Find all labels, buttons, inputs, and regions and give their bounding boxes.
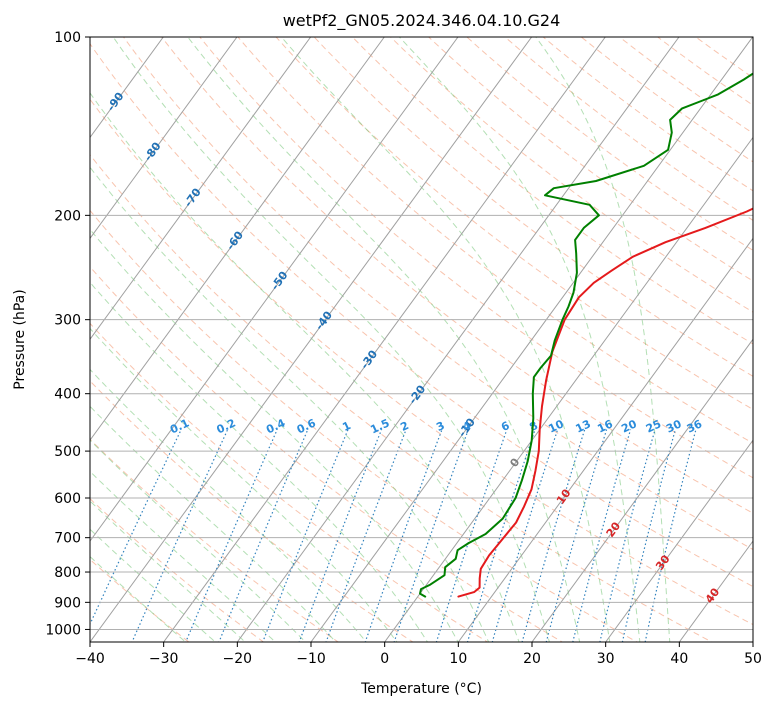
moist-adiabat-line xyxy=(281,37,611,642)
mixing-ratio-line xyxy=(364,429,443,642)
y-axis-label: Pressure (hPa) xyxy=(12,289,28,389)
y-tick-label: 700 xyxy=(54,531,81,547)
moist-adiabat-line xyxy=(90,405,337,642)
isotherm-line xyxy=(90,37,312,341)
dry-adiabat-line xyxy=(90,153,713,642)
moist-adiabat-line xyxy=(90,555,187,642)
x-tick-label: −40 xyxy=(75,651,105,667)
y-tick-label: 300 xyxy=(54,313,81,329)
x-tick-label: −10 xyxy=(296,651,326,667)
y-tick-label: 600 xyxy=(54,491,81,507)
moist-adiabat-line xyxy=(90,368,367,642)
mixing-ratio-line xyxy=(491,429,559,642)
moist-adiabat-line xyxy=(90,166,490,642)
dewpoint-profile-line xyxy=(419,72,753,598)
mixing-ratio-line xyxy=(262,429,349,642)
x-tick-label: 10 xyxy=(449,651,467,667)
mixing-ratio-line xyxy=(393,429,469,642)
dry-adiabat-line xyxy=(275,37,753,411)
sounding-profiles xyxy=(419,72,753,598)
dry-adiabat-line xyxy=(90,266,564,642)
mixing-ratio-label: 10 xyxy=(546,417,566,435)
moist-adiabat-line xyxy=(90,500,246,642)
mixing-ratio-line xyxy=(572,429,632,642)
mixing-ratio-line xyxy=(545,429,608,642)
moist-adiabat-line xyxy=(90,439,307,642)
x-axis-ticks: −40 −30 −20 −10 0 10 20 30 40 50 xyxy=(75,642,762,667)
y-tick-label: 100 xyxy=(54,30,81,46)
mixing-ratio-label: 30 xyxy=(664,417,684,435)
isotherm-line xyxy=(605,439,753,642)
mixing-ratio-line xyxy=(131,429,229,642)
y-tick-label: 200 xyxy=(54,208,81,224)
chart-title: wetPf2_GN05.2024.346.04.10.G24 xyxy=(283,11,561,31)
moist-adiabat-line xyxy=(399,37,641,642)
mixing-ratio-line xyxy=(599,429,656,642)
moist-adiabat-line xyxy=(535,37,671,642)
moist-adiabat-line xyxy=(90,281,429,642)
x-tick-label: −20 xyxy=(223,651,253,667)
dry-adiabat-line xyxy=(90,98,753,626)
mixing-ratio-line xyxy=(298,429,383,642)
y-tick-label: 500 xyxy=(54,444,81,460)
moist-adiabat-line xyxy=(112,37,550,642)
moist-adiabat-line xyxy=(90,470,276,642)
x-tick-label: 0 xyxy=(380,651,389,667)
dry-adiabat-line xyxy=(90,438,340,642)
pressure-grid xyxy=(90,37,753,630)
dry-adiabat-line xyxy=(90,42,753,588)
x-tick-label: 20 xyxy=(523,651,541,667)
moist-adiabat-line xyxy=(90,528,216,642)
mixing-ratio-line xyxy=(185,429,278,642)
mixing-ratio-label: 25 xyxy=(644,417,663,435)
isotherm-line xyxy=(90,37,385,442)
moist-adiabat-line xyxy=(90,327,398,642)
isotherm-line xyxy=(310,37,753,642)
dry-adiabat-line xyxy=(237,37,753,444)
dry-adiabat-line xyxy=(90,209,639,642)
isotherm-line xyxy=(236,37,680,642)
x-tick-label: 40 xyxy=(670,651,688,667)
isotherm-line xyxy=(90,37,238,240)
isotherm-line xyxy=(457,237,753,642)
x-tick-label: 30 xyxy=(597,651,615,667)
mixing-ratio-line xyxy=(90,429,182,626)
mixing-ratio-label: 20 xyxy=(619,417,639,435)
y-tick-label: 1000 xyxy=(45,622,81,638)
isotherm-line xyxy=(90,37,533,642)
dry-adiabat-line xyxy=(90,322,489,642)
moist-adiabat-line xyxy=(90,228,459,642)
dry-adiabat-line xyxy=(351,37,753,345)
x-tick-label: −30 xyxy=(149,651,179,667)
mixing-ratio-label: 13 xyxy=(574,417,593,435)
mixing-ratio-line xyxy=(218,429,309,642)
isotherm-line xyxy=(90,37,459,542)
background-reference-lines xyxy=(90,37,753,642)
x-tick-label: 50 xyxy=(744,651,762,667)
y-tick-label: 900 xyxy=(54,595,81,611)
mixing-ratio-line xyxy=(435,429,508,642)
isotherm-line xyxy=(163,37,606,642)
dry-adiabat-line xyxy=(160,37,753,514)
x-axis-label: Temperature (°C) xyxy=(360,681,482,697)
dry-adiabat-line xyxy=(90,498,265,642)
plot-frame xyxy=(89,36,754,643)
mixing-ratio-label: 36 xyxy=(685,417,705,435)
y-tick-label: 800 xyxy=(54,565,81,581)
temperature-profile-line xyxy=(457,207,753,598)
y-tick-label: 400 xyxy=(54,387,81,403)
mixing-ratio-line xyxy=(466,429,536,642)
mixing-ratio-label: 16 xyxy=(595,417,615,435)
dry-adiabat-line xyxy=(389,37,753,313)
y-axis-ticks: 100 200 300 400 500 600 700 800 900 1000 xyxy=(45,30,90,638)
